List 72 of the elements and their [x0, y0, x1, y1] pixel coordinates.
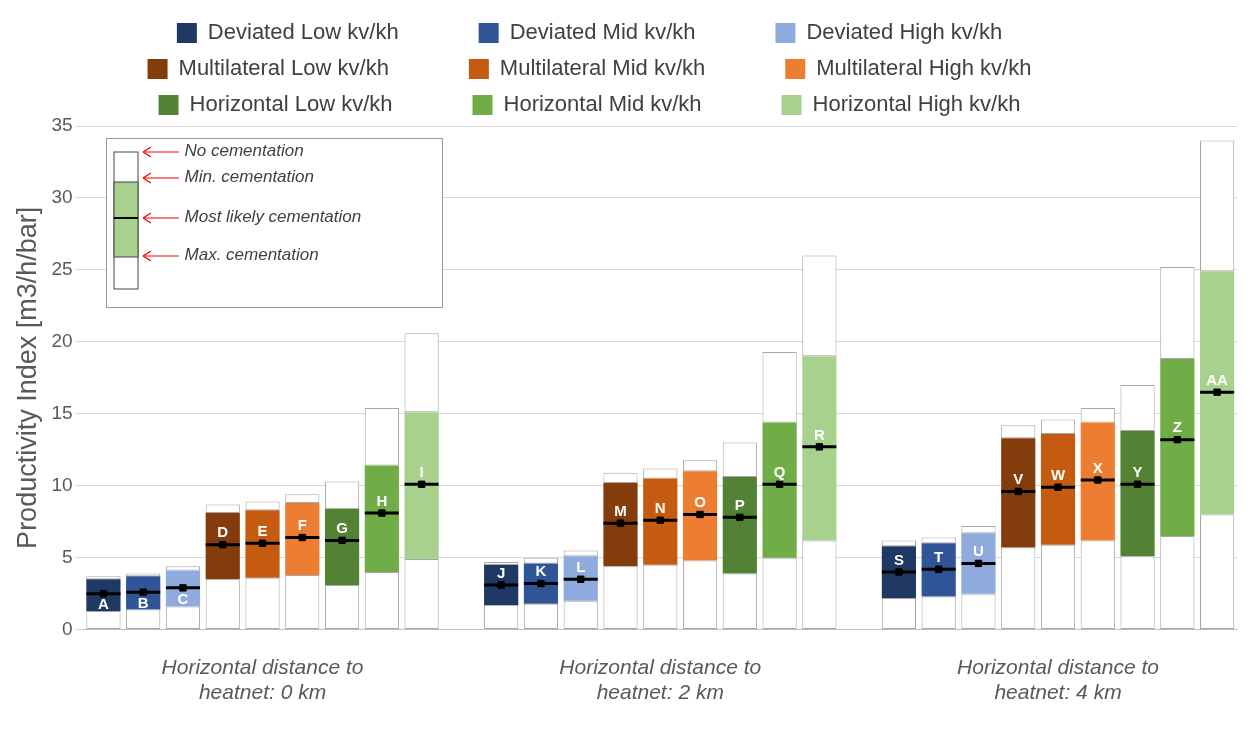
legend-label: Horizontal High kv/kh [812, 91, 1087, 117]
data-label: P [734, 496, 745, 514]
data-label: AA [1206, 370, 1229, 388]
data-label: V [1013, 470, 1024, 488]
legend-label: Multilateral Mid kv/kh [499, 55, 772, 81]
bar [682, 471, 718, 561]
data-label: Y [1132, 462, 1143, 480]
y-tick-label: 5 [61, 545, 73, 567]
y-tick-label: 15 [51, 402, 73, 424]
data-label: L [576, 557, 586, 575]
y-tick-label: 25 [51, 258, 73, 280]
data-label: H [376, 491, 388, 509]
data-label: M [614, 501, 627, 519]
data-label: X [1092, 458, 1103, 476]
bar [364, 465, 399, 573]
annotation: Most likely cementation [184, 207, 362, 227]
bar [245, 510, 280, 578]
data-label: J [497, 563, 506, 581]
bar [961, 533, 996, 594]
data-label: Q [773, 462, 786, 480]
y-tick-label: 20 [51, 330, 73, 352]
legend-label: Deviated High kv/kh [806, 19, 1069, 45]
data-label: K [535, 562, 547, 580]
data-label: N [654, 498, 666, 516]
bar [285, 502, 320, 575]
y-axis-title: Productivity Index [m3/h/bar] [11, 206, 42, 549]
data-label: E [257, 521, 268, 539]
legend-label: Deviated Low kv/kh [207, 19, 465, 45]
legend-label: Multilateral Low kv/kh [178, 55, 455, 81]
y-tick-label: 30 [51, 186, 73, 208]
legend-label: Deviated Mid kv/kh [509, 19, 762, 45]
annotation: Max. cementation [184, 245, 319, 265]
data-label: A [98, 595, 109, 613]
bar [1200, 271, 1235, 515]
data-label: U [973, 542, 984, 560]
bar [722, 477, 757, 574]
data-label: R [813, 425, 825, 443]
data-label: O [694, 493, 707, 511]
data-label: I [419, 462, 424, 480]
data-label: W [1050, 465, 1066, 483]
bar [802, 356, 837, 541]
bar [205, 513, 240, 580]
x-tick-label: Horizontal distance to heatnet: 4 km [957, 655, 1160, 704]
bar [603, 482, 638, 567]
bar [1001, 438, 1036, 548]
data-label: F [297, 516, 307, 534]
bar [1080, 422, 1115, 541]
bar [404, 412, 439, 560]
data-label: G [336, 519, 348, 537]
annotation: Min. cementation [184, 167, 314, 187]
data-label: D [217, 523, 229, 541]
data-label: S [893, 550, 904, 568]
bar [1160, 359, 1195, 537]
annotation: No cementation [184, 141, 304, 161]
bar [1040, 433, 1076, 545]
y-tick-label: 10 [51, 473, 73, 495]
bar [921, 543, 956, 597]
data-label: Z [1172, 418, 1182, 436]
y-tick-label: 0 [61, 617, 73, 639]
data-label: B [137, 593, 149, 611]
data-label: T [934, 547, 944, 565]
data-label: C [177, 589, 189, 607]
legend-label: Horizontal Mid kv/kh [503, 91, 768, 117]
bar [762, 422, 797, 558]
bar [1120, 431, 1155, 557]
bar [324, 508, 360, 585]
y-tick-label: 35 [51, 114, 73, 136]
bar [563, 556, 598, 601]
legend-label: Multilateral High kv/kh [816, 55, 1098, 81]
x-tick-label: Horizontal distance to heatnet: 0 km [161, 655, 364, 704]
x-tick-label: Horizontal distance to heatnet: 2 km [559, 655, 762, 704]
legend-label: Horizontal Low kv/kh [189, 91, 459, 117]
